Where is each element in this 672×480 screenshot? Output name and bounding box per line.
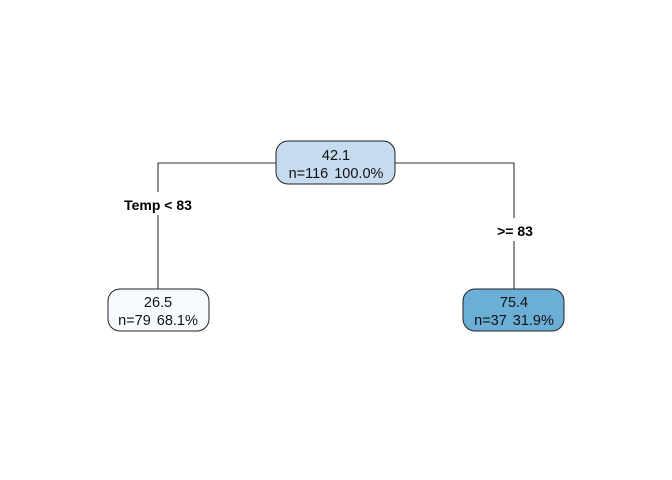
- left-leaf-box: [107, 288, 210, 332]
- root-node-n: n=116: [289, 166, 329, 182]
- left-leaf-node: 26.5 n=79 68.1%: [107, 288, 210, 332]
- root-node-box: [275, 140, 396, 185]
- left-leaf-n: n=79: [118, 313, 151, 329]
- left-leaf-value: 26.5: [144, 295, 172, 311]
- right-leaf-value: 75.4: [500, 295, 528, 311]
- right-leaf-count: n=37 31.9%: [474, 313, 554, 329]
- split-label-left: Temp < 83: [124, 197, 192, 213]
- root-node: 42.1 n=116 100.0%: [275, 140, 396, 185]
- left-leaf-percent: 68.1%: [157, 313, 198, 329]
- edge-root-to-right: [395, 162, 515, 218]
- root-node-value: 42.1: [322, 148, 350, 164]
- split-label-right: >= 83: [497, 223, 533, 239]
- left-leaf-count: n=79 68.1%: [118, 313, 198, 329]
- right-leaf-percent: 31.9%: [513, 313, 554, 329]
- right-leaf-node: 75.4 n=37 31.9%: [462, 288, 565, 332]
- edge-root-to-left: [157, 162, 276, 192]
- right-leaf-box: [462, 288, 565, 332]
- root-node-count: n=116 100.0%: [289, 166, 384, 182]
- right-leaf-n: n=37: [474, 313, 507, 329]
- root-node-percent: 100.0%: [334, 166, 383, 182]
